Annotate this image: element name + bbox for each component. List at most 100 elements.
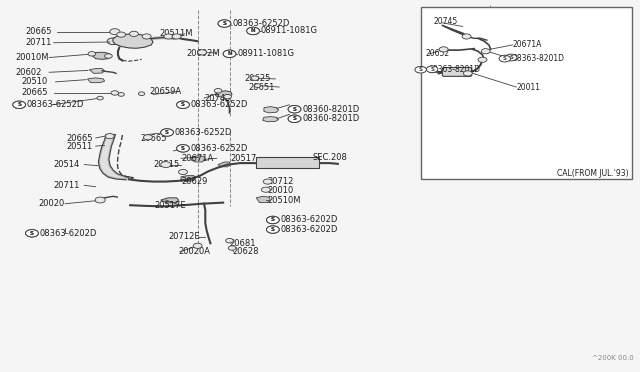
Text: 20745: 20745	[204, 94, 230, 103]
Text: 20712E: 20712E	[168, 232, 200, 241]
Text: 20745: 20745	[433, 17, 458, 26]
Text: S: S	[292, 107, 296, 112]
Text: S: S	[181, 146, 185, 151]
Polygon shape	[191, 156, 205, 162]
Text: 20010: 20010	[268, 186, 294, 195]
Text: S: S	[509, 55, 513, 60]
Text: 08363-6252D: 08363-6252D	[191, 100, 248, 109]
Polygon shape	[90, 68, 104, 73]
Circle shape	[177, 101, 189, 109]
Circle shape	[177, 145, 189, 152]
Text: 20625: 20625	[245, 74, 271, 83]
Text: S: S	[17, 102, 21, 107]
Circle shape	[224, 94, 232, 99]
Text: 08363-8201D: 08363-8201D	[513, 54, 564, 63]
Text: 20665: 20665	[22, 89, 48, 97]
Circle shape	[263, 179, 272, 184]
Circle shape	[288, 115, 301, 122]
Text: 20681: 20681	[230, 239, 256, 248]
Bar	[420, 7, 632, 179]
Text: 20010M: 20010M	[15, 53, 49, 62]
Text: 08363-6252D: 08363-6252D	[191, 144, 248, 153]
Circle shape	[161, 129, 173, 136]
Text: 08363-6202D: 08363-6202D	[40, 229, 97, 238]
Circle shape	[288, 115, 301, 122]
Circle shape	[161, 129, 173, 136]
Circle shape	[172, 34, 181, 39]
Text: 20517E: 20517E	[154, 201, 186, 210]
Text: 20020: 20020	[38, 199, 65, 208]
Circle shape	[107, 38, 118, 45]
Circle shape	[266, 216, 279, 224]
Text: 20511: 20511	[67, 142, 93, 151]
Circle shape	[143, 135, 152, 140]
Circle shape	[288, 106, 301, 113]
Circle shape	[116, 32, 125, 37]
Circle shape	[177, 101, 189, 109]
Circle shape	[105, 134, 114, 139]
Text: 20510: 20510	[22, 77, 48, 86]
Circle shape	[266, 226, 279, 233]
Circle shape	[426, 66, 438, 73]
Circle shape	[177, 145, 189, 152]
Circle shape	[138, 92, 145, 96]
Polygon shape	[88, 78, 104, 83]
Circle shape	[246, 27, 259, 35]
Circle shape	[95, 197, 105, 203]
Text: 08911-1081G: 08911-1081G	[237, 49, 294, 58]
Text: 20514: 20514	[54, 160, 80, 169]
Text: 20671A: 20671A	[513, 41, 542, 49]
Text: 20712: 20712	[268, 177, 294, 186]
Text: 08363-6252D: 08363-6252D	[27, 100, 84, 109]
Text: S: S	[30, 231, 34, 236]
FancyBboxPatch shape	[442, 67, 472, 76]
Circle shape	[13, 101, 26, 109]
Text: S: S	[503, 56, 507, 61]
Text: 08363-6202D: 08363-6202D	[280, 215, 338, 224]
Text: 20515: 20515	[153, 160, 179, 169]
Circle shape	[481, 49, 490, 54]
Circle shape	[179, 169, 188, 174]
Text: 08360-8201D: 08360-8201D	[302, 114, 360, 123]
Text: 20652: 20652	[425, 49, 449, 58]
Text: S: S	[223, 21, 227, 26]
Text: 20517: 20517	[231, 154, 257, 163]
Text: S: S	[223, 21, 227, 26]
Circle shape	[266, 216, 279, 224]
Circle shape	[254, 84, 260, 87]
Text: S: S	[419, 67, 422, 72]
Circle shape	[439, 47, 448, 52]
Circle shape	[142, 34, 151, 39]
Text: 08911-1081G: 08911-1081G	[260, 26, 317, 35]
Text: 20629: 20629	[181, 177, 207, 186]
Circle shape	[129, 31, 138, 36]
Circle shape	[463, 71, 472, 76]
Text: S: S	[271, 218, 275, 222]
Circle shape	[111, 91, 118, 95]
Text: 08363-6252D: 08363-6252D	[175, 128, 232, 137]
Text: 20711: 20711	[26, 38, 52, 47]
Text: N: N	[227, 51, 232, 56]
Polygon shape	[161, 198, 179, 203]
Circle shape	[193, 243, 202, 248]
Text: N: N	[227, 51, 232, 56]
Polygon shape	[113, 34, 153, 48]
Polygon shape	[92, 52, 111, 60]
Text: S: S	[165, 130, 169, 135]
Circle shape	[226, 238, 234, 243]
Circle shape	[228, 246, 236, 250]
Text: 08363-6252D: 08363-6252D	[232, 19, 289, 28]
Circle shape	[97, 96, 103, 100]
Circle shape	[246, 27, 259, 35]
Text: S: S	[292, 116, 296, 121]
Text: S: S	[181, 102, 185, 107]
Text: 20510M: 20510M	[268, 196, 301, 205]
Circle shape	[26, 230, 38, 237]
Text: 20011: 20011	[516, 83, 540, 92]
Text: 08363-6202D: 08363-6202D	[280, 225, 338, 234]
Text: 20511M: 20511M	[159, 29, 193, 38]
Circle shape	[499, 55, 511, 62]
Polygon shape	[181, 176, 196, 182]
Circle shape	[288, 106, 301, 113]
Circle shape	[506, 54, 517, 61]
